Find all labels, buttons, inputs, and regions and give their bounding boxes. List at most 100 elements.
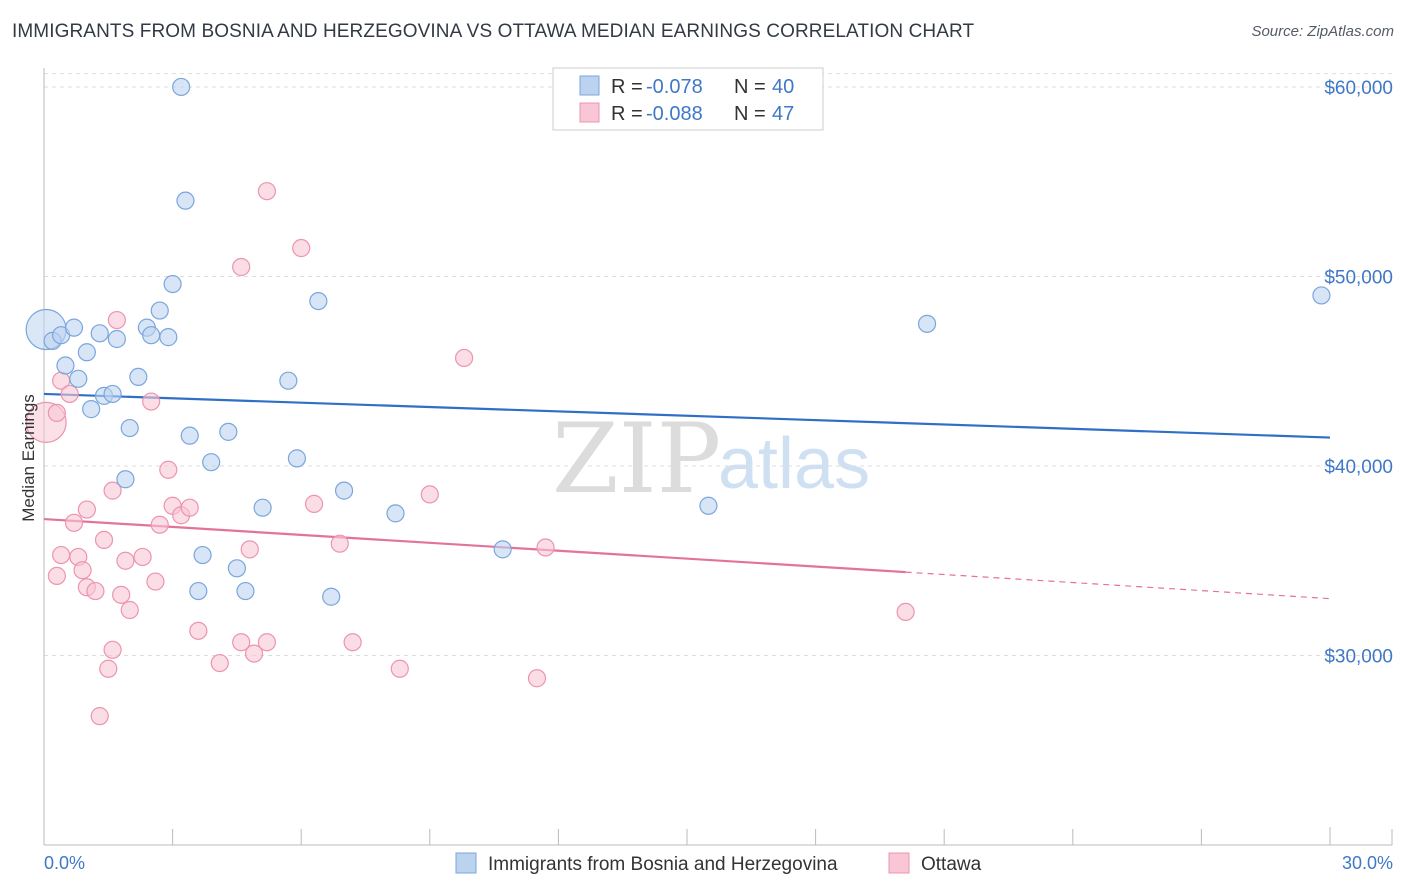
point-ottawa xyxy=(116,551,135,570)
point-bosnia xyxy=(189,581,208,601)
watermark: ZIP atlas xyxy=(552,403,870,515)
point-bosnia xyxy=(309,292,328,311)
point-ottawa xyxy=(90,707,109,726)
legend-blue-label: Immigrants from Bosnia and Herzegovina xyxy=(488,854,838,875)
point-bosnia xyxy=(227,559,246,578)
y-tick-label: $40,000 xyxy=(1324,457,1393,478)
point-bosnia xyxy=(107,329,126,349)
point-bosnia xyxy=(193,545,212,565)
legend-pink-label: Ottawa xyxy=(921,854,982,875)
point-bosnia xyxy=(163,274,182,294)
point-bosnia xyxy=(56,356,75,375)
point-bosnia xyxy=(219,422,238,441)
point-ottawa xyxy=(47,566,66,585)
point-bosnia xyxy=(180,426,199,445)
trend-line-ottawa-extrapolated xyxy=(905,571,1331,600)
point-bosnia xyxy=(279,371,298,390)
stats-blue-swatch xyxy=(579,75,600,96)
point-bosnia xyxy=(493,540,512,559)
point-ottawa xyxy=(47,403,66,423)
point-bosnia xyxy=(77,343,96,362)
point-ottawa xyxy=(112,585,131,604)
point-bosnia xyxy=(699,496,718,515)
point-bosnia xyxy=(103,384,122,404)
y-axis-label: Median Earnings xyxy=(19,394,38,522)
point-ottawa xyxy=(304,494,324,513)
y-tick-label: $30,000 xyxy=(1324,646,1393,667)
trend-line-ottawa xyxy=(43,517,906,574)
point-ottawa xyxy=(210,653,229,673)
point-ottawa xyxy=(99,659,118,678)
point-ottawa xyxy=(240,540,259,559)
point-bosnia xyxy=(82,400,101,419)
point-ottawa xyxy=(232,633,251,652)
legend-pink-swatch xyxy=(888,852,910,874)
point-ottawa xyxy=(292,238,311,258)
point-bosnia xyxy=(116,470,135,489)
point-bosnia xyxy=(150,301,169,320)
stats-pink-n-value: 47 xyxy=(772,103,794,125)
point-ottawa xyxy=(120,600,139,620)
point-bosnia xyxy=(120,418,139,438)
point-ottawa xyxy=(64,513,84,532)
point-ottawa xyxy=(454,348,474,368)
point-bosnia xyxy=(172,77,191,97)
point-bosnia xyxy=(253,498,272,517)
point-ottawa xyxy=(896,602,915,622)
point-bosnia xyxy=(917,314,937,333)
point-ottawa xyxy=(52,545,71,565)
point-ottawa xyxy=(343,633,362,652)
point-bosnia xyxy=(236,581,255,601)
point-ottawa xyxy=(330,534,349,553)
point-ottawa xyxy=(94,530,114,549)
stats-blue-n-label: N = xyxy=(734,76,766,98)
legend-blue-swatch xyxy=(455,852,477,874)
point-bosnia xyxy=(1312,286,1331,305)
stats-pink-r-label: R = xyxy=(611,103,643,125)
stats-blue-n-value: 40 xyxy=(772,76,794,98)
x-tick-label-min: 0.0% xyxy=(44,853,85,873)
legend: Immigrants from Bosnia and Herzegovina O… xyxy=(455,852,982,875)
point-bosnia xyxy=(129,367,148,387)
point-bosnia xyxy=(287,449,307,468)
source-credit: Source: ZipAtlas.com xyxy=(1251,23,1394,40)
chart-title: IMMIGRANTS FROM BOSNIA AND HERZEGOVINA V… xyxy=(12,21,975,42)
point-bosnia xyxy=(202,453,221,472)
point-bosnia xyxy=(142,326,161,345)
point-ottawa xyxy=(77,500,96,519)
watermark-zip: ZIP xyxy=(552,403,721,515)
point-ottawa xyxy=(107,310,126,330)
x-tick-labels: 0.0% 30.0% xyxy=(44,853,1393,873)
stats-pink-r-value: -0.088 xyxy=(646,103,703,125)
point-ottawa xyxy=(257,182,277,201)
point-ottawa xyxy=(390,659,409,678)
trend-line-bosnia xyxy=(43,392,1331,439)
point-ottawa xyxy=(86,581,105,601)
point-bosnia xyxy=(176,191,195,210)
point-bosnia xyxy=(334,481,354,500)
point-ottawa xyxy=(536,538,555,557)
stats-blue-r-label: R = xyxy=(611,76,643,98)
trend-lines xyxy=(43,392,1331,600)
point-bosnia xyxy=(69,369,88,388)
point-bosnia xyxy=(322,587,341,606)
point-ottawa xyxy=(103,481,122,500)
data-points xyxy=(25,77,1331,726)
point-ottawa xyxy=(420,485,439,504)
stats-pink-swatch xyxy=(579,102,600,123)
gridlines xyxy=(44,73,1392,656)
point-bosnia xyxy=(90,324,109,343)
point-ottawa xyxy=(146,572,165,591)
point-ottawa xyxy=(103,640,122,659)
y-tick-label: $50,000 xyxy=(1324,267,1393,288)
point-ottawa xyxy=(527,669,547,688)
point-ottawa xyxy=(73,561,92,580)
point-bosnia xyxy=(386,504,405,523)
point-ottawa xyxy=(150,515,169,534)
point-ottawa xyxy=(189,621,208,640)
axes xyxy=(43,68,1393,846)
point-bosnia xyxy=(64,318,84,337)
point-ottawa xyxy=(159,460,178,479)
y-tick-labels: $30,000 $40,000 $50,000 $60,000 xyxy=(1324,78,1393,668)
